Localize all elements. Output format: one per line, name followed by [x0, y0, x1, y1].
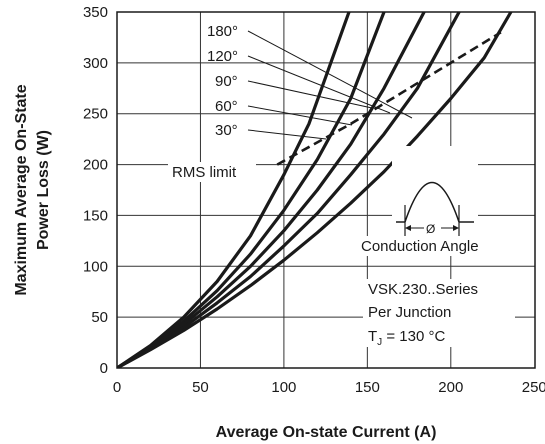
phi-symbol: Ø: [426, 222, 435, 236]
x-tick-label: 100: [271, 379, 296, 396]
label-background: [356, 236, 516, 256]
x-axis-ticks: 0 50 100 150 200 250: [113, 379, 545, 396]
angle-label-60: 60°: [215, 98, 238, 115]
y-tick-label: 50: [91, 309, 108, 326]
angle-leader-line: [247, 30, 413, 119]
y-tick-label: 150: [83, 207, 108, 224]
y-tick-label: 0: [100, 360, 108, 377]
series-line-2: [117, 12, 426, 368]
label-background: [168, 162, 256, 182]
y-axis-title-line-1: Maximum Average On-State: [13, 84, 30, 295]
x-tick-label: 200: [438, 379, 463, 396]
plot-frame: [116, 11, 536, 369]
series-name-label: VSK.230..Series: [368, 281, 478, 298]
y-tick-label: 200: [83, 157, 108, 174]
y-tick-label: 250: [83, 106, 108, 123]
y-tick-label: 100: [83, 258, 108, 275]
y-tick-label: 300: [83, 55, 108, 72]
angle-label-180: 180°: [207, 23, 238, 40]
label-backgrounds: [168, 146, 516, 347]
angle-label-90: 90°: [215, 73, 238, 90]
x-tick-label: 250: [522, 379, 545, 396]
per-junction-label: Per Junction: [368, 304, 451, 321]
label-background: [363, 279, 515, 347]
angle-leader-line: [247, 129, 327, 140]
leader-lines: [247, 30, 413, 140]
angle-leader-line: [247, 55, 391, 114]
x-tick-label: 50: [192, 379, 209, 396]
label-background: [392, 146, 478, 240]
series-line-4: [117, 12, 513, 368]
y-tick-label: 350: [83, 4, 108, 21]
x-tick-label: 150: [355, 379, 380, 396]
rms-limit-label: RMS limit: [172, 164, 237, 181]
series-line-3: [117, 12, 461, 368]
angle-label-30: 30°: [215, 122, 238, 139]
rms-limit-line: [276, 31, 502, 166]
conduction-angle-waveform-icon: [396, 181, 474, 236]
conduction-angle-label: Conduction Angle: [361, 238, 479, 255]
x-axis-title: Average On-state Current (A): [216, 424, 437, 441]
angle-label-120: 120°: [207, 48, 238, 65]
angle-leader-line: [247, 80, 373, 109]
junction-temp-label: TJ = 130 °C: [368, 328, 445, 348]
series-lines: [117, 12, 513, 368]
y-axis-ticks: 0 50 100 150 200 250 300 350: [83, 4, 108, 377]
y-axis-title-line-2: Power Loss (W): [35, 130, 52, 250]
angle-leader-line: [247, 105, 353, 126]
x-tick-label: 0: [113, 379, 121, 396]
